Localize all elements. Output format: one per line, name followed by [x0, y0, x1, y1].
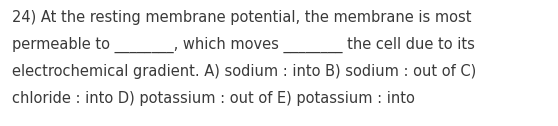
Text: permeable to ________, which moves ________ the cell due to its: permeable to ________, which moves _____… [12, 37, 475, 53]
Text: 24) At the resting membrane potential, the membrane is most: 24) At the resting membrane potential, t… [12, 10, 472, 25]
Text: chloride : into D) potassium : out of E) potassium : into: chloride : into D) potassium : out of E)… [12, 91, 415, 106]
Text: electrochemical gradient. A) sodium : into B) sodium : out of C): electrochemical gradient. A) sodium : in… [12, 64, 476, 79]
